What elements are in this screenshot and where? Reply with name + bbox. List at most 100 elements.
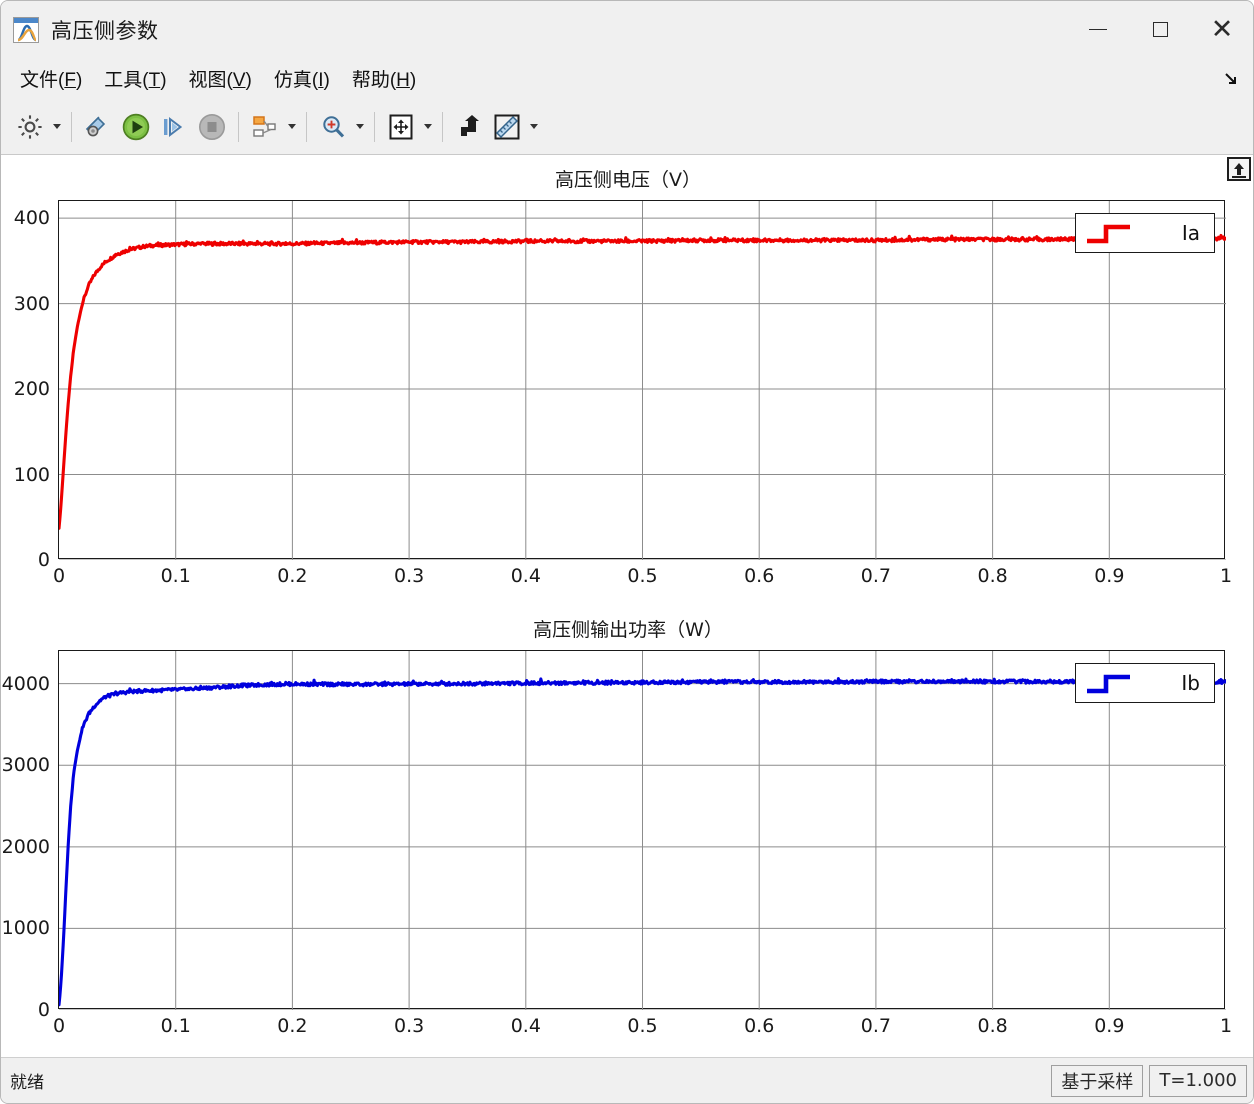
- menu-help[interactable]: 帮助(H): [341, 62, 427, 95]
- plot-power-legend[interactable]: Ib: [1075, 663, 1215, 703]
- autoscale-button[interactable]: [382, 108, 420, 146]
- minimize-button[interactable]: [1067, 1, 1129, 58]
- status-right-group: 基于采样 T=1.000: [1045, 1064, 1253, 1097]
- x-tick-label: 0.2: [277, 1015, 308, 1037]
- chevron-down-icon: [423, 124, 432, 129]
- menu-file[interactable]: 文件(F): [9, 62, 93, 95]
- plot-voltage-legend[interactable]: Ia: [1075, 213, 1215, 253]
- zoom-button[interactable]: [314, 108, 352, 146]
- plot-voltage-legend-label: Ia: [1181, 221, 1200, 245]
- toolbar-separator-4: [374, 111, 375, 142]
- y-tick-label: 0: [37, 999, 50, 1021]
- configuration-properties-caret[interactable]: [49, 108, 64, 146]
- menu-file-pre: 文件(: [20, 70, 65, 91]
- x-tick-label: 0.4: [510, 1015, 541, 1037]
- menu-tools[interactable]: 工具(T): [93, 62, 177, 95]
- x-tick-label: 0.3: [393, 565, 425, 587]
- menu-help-post: ): [409, 70, 417, 91]
- minimize-icon: [1089, 28, 1107, 31]
- toolbar-separator-2: [238, 111, 239, 142]
- plot-voltage: 高压侧电压（V） 0 100 200 300 400 0 0.1 0.2 0.3 0.4 0.5 0.…: [1, 155, 1253, 595]
- status-message: 就绪: [10, 1073, 44, 1092]
- y-tick-label: 4000: [1, 672, 50, 695]
- plot-power: 高压侧输出功率（W） 0 1000 2000 3000 4000 0 0.1 0.2 0.3 0.…: [1, 605, 1253, 1045]
- maximize-button[interactable]: [1129, 1, 1191, 58]
- menu-tools-pre: 工具(: [104, 70, 149, 91]
- simulation-time-indicator[interactable]: T=1.000: [1149, 1064, 1247, 1097]
- simulation-parameters-button[interactable]: [79, 108, 117, 146]
- autoscale-caret[interactable]: [420, 108, 435, 146]
- x-tick-label: 0: [52, 1015, 66, 1037]
- style-arrow-icon: [461, 114, 479, 136]
- y-tick-label: 400: [13, 207, 50, 230]
- x-tick-label: 0.9: [1094, 565, 1125, 587]
- x-tick-label: 0.7: [860, 1015, 891, 1037]
- menu-bar: 文件(F) 工具(T) 视图(V) 仿真(I) 帮助(H): [1, 58, 1253, 99]
- menu-file-post: ): [75, 70, 83, 91]
- x-tick-label: 0.4: [510, 565, 541, 587]
- step-line-icon: [1087, 674, 1130, 694]
- x-tick-label: 0.3: [393, 1015, 425, 1037]
- toolbar: [1, 99, 1253, 155]
- menu-tools-post: ): [160, 70, 167, 91]
- menu-help-mnemonic: H: [396, 70, 410, 91]
- scope-canvas: 高压侧电压（V） 0 100 200 300 400 0 0.1 0.2 0.3 0.4 0.5 0.…: [1, 155, 1253, 1059]
- gear-wrench-icon: [85, 116, 106, 136]
- x-tick-label: 0.8: [977, 1015, 1008, 1037]
- menu-simulation[interactable]: 仿真(I): [263, 62, 341, 95]
- title-bar: 高压侧参数 ✕: [1, 1, 1253, 58]
- chevron-down-icon: [355, 124, 364, 129]
- toolbar-separator-1: [71, 111, 72, 142]
- menu-view-pre: 视图(: [188, 70, 233, 91]
- x-tick-label: 0.1: [160, 565, 191, 587]
- plot-voltage-axes[interactable]: 0 100 200 300 400 0 0.1 0.2 0.3 0.4 0.5 0.6 0.7 0.8 0.…: [14, 200, 1232, 587]
- y-tick-label: 0: [37, 549, 50, 571]
- highlight-signal-caret[interactable]: [284, 108, 299, 146]
- step-forward-icon: [164, 116, 183, 137]
- highlight-signal-button[interactable]: [246, 108, 284, 146]
- ruler-icon: [494, 114, 520, 139]
- window-title: 高压侧参数: [51, 19, 159, 43]
- menu-tools-mnemonic: T: [148, 70, 161, 91]
- menu-view[interactable]: 视图(V): [178, 62, 263, 95]
- close-button[interactable]: ✕: [1191, 1, 1253, 58]
- plot-power-legend-label: Ib: [1181, 671, 1200, 695]
- chevron-down-icon: [52, 124, 61, 129]
- chevron-down-icon: [529, 124, 538, 129]
- frame-mode-indicator[interactable]: 基于采样: [1051, 1064, 1144, 1097]
- x-tick-label: 0.1: [160, 1015, 191, 1037]
- zoom-caret[interactable]: [352, 108, 367, 146]
- stop-button[interactable]: [193, 108, 231, 146]
- x-tick-label: 0.9: [1094, 1015, 1125, 1037]
- x-tick-label: 0.2: [277, 565, 308, 587]
- overflow-arrow-icon[interactable]: [1221, 68, 1243, 90]
- cursor-measurements-button[interactable]: [488, 108, 526, 146]
- y-tick-label: 100: [13, 463, 50, 486]
- configuration-properties-button[interactable]: [11, 108, 49, 146]
- fit-to-view-icon: [389, 114, 413, 139]
- simulink-scope-icon: [13, 16, 39, 43]
- close-icon: ✕: [1210, 14, 1234, 44]
- signal-blocks-icon: [253, 115, 276, 137]
- x-tick-label: 0.5: [627, 565, 658, 587]
- menu-simulation-pre: 仿真(: [273, 70, 319, 91]
- y-tick-label: 2000: [1, 835, 50, 858]
- y-tick-label: 200: [13, 378, 50, 401]
- window-controls: ✕: [1067, 1, 1253, 58]
- x-tick-label: 1: [1219, 565, 1233, 587]
- x-tick-label: 0.8: [977, 565, 1008, 587]
- menu-file-mnemonic: F: [64, 70, 76, 91]
- plot-power-axes[interactable]: 0 1000 2000 3000 4000 0 0.1 0.2 0.3 0.4 0.5 0.6 0.7 0…: [2, 650, 1232, 1037]
- status-bar: 就绪 基于采样 T=1.000: [1, 1057, 1253, 1103]
- x-tick-label: 0.5: [627, 1015, 658, 1037]
- stop-icon: [199, 113, 225, 140]
- legend-toggle-button[interactable]: [450, 108, 488, 146]
- zoom-in-icon: [323, 115, 345, 137]
- step-forward-button[interactable]: [155, 108, 193, 146]
- run-button[interactable]: [117, 108, 155, 146]
- cursor-measurements-caret[interactable]: [526, 108, 541, 146]
- menu-view-mnemonic: V: [232, 70, 246, 91]
- x-tick-label: 0.6: [744, 1015, 775, 1037]
- float-panel-icon[interactable]: [1227, 157, 1251, 181]
